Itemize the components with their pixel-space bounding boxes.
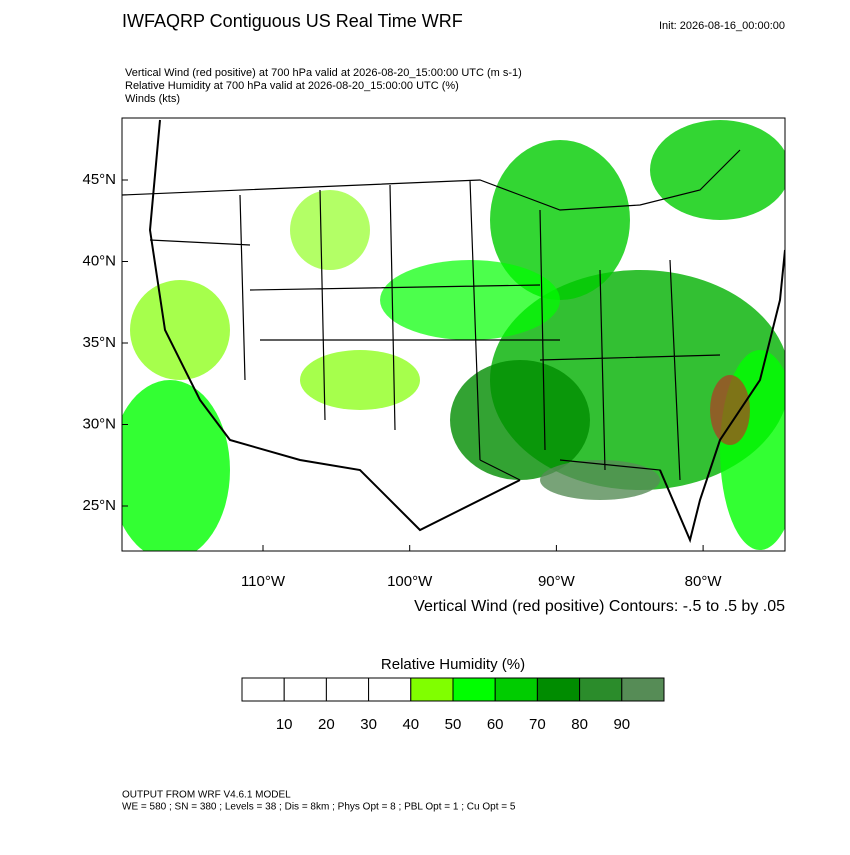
lon-label: 100°W [387, 573, 433, 590]
lon-label: 80°W [685, 573, 723, 590]
colorbar-box [241, 677, 285, 702]
lon-label: 90°W [538, 573, 576, 590]
title: IWFAQRP Contiguous US Real Time WRF [122, 11, 463, 31]
footer-line: OUTPUT FROM WRF V4.6.1 MODEL [122, 790, 291, 801]
colorbar-title: Relative Humidity (%) [381, 656, 525, 673]
colorbar-box [283, 677, 327, 702]
field-line: Relative Humidity at 700 hPa valid at 20… [125, 80, 459, 92]
colorbar-box [494, 677, 538, 702]
colorbar-box [368, 677, 412, 702]
colorbar-label: 30 [360, 716, 377, 733]
lat-label: 30°N [82, 415, 116, 432]
lat-label: 40°N [82, 252, 116, 269]
lat-label: 25°N [82, 497, 116, 514]
colorbar-label: 70 [529, 716, 546, 733]
colorbar-box [579, 677, 623, 702]
lat-label: 45°N [82, 171, 116, 188]
lon-label: 110°W [241, 573, 286, 590]
footer-line: WE = 580 ; SN = 380 ; Levels = 38 ; Dis … [122, 802, 516, 813]
colorbar-label: 80 [571, 716, 588, 733]
init-time: Init: 2026-08-16_00:00:00 [659, 20, 785, 32]
colorbar-box [621, 677, 665, 702]
colorbar-label: 50 [445, 716, 462, 733]
field-line: Vertical Wind (red positive) at 700 hPa … [125, 67, 522, 79]
field-line: Winds (kts) [125, 93, 180, 105]
lat-label: 35°N [82, 334, 116, 351]
colorbar-label: 90 [613, 716, 630, 733]
colorbar-box [325, 677, 370, 702]
colorbar-box [410, 677, 454, 702]
colorbar-label: 40 [402, 716, 419, 733]
colorbar-label: 20 [318, 716, 335, 733]
colorbar-box [536, 677, 581, 702]
contour-note: Vertical Wind (red positive) Contours: -… [414, 598, 785, 615]
colorbar-box [452, 677, 496, 702]
colorbar-label: 60 [487, 716, 504, 733]
colorbar-label: 10 [276, 716, 293, 733]
map [121, 117, 786, 552]
